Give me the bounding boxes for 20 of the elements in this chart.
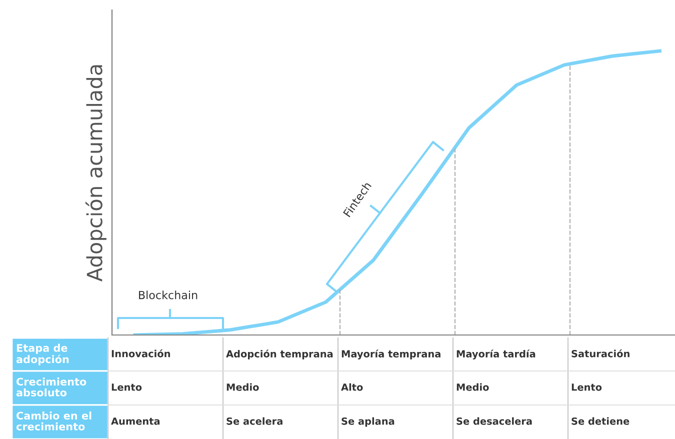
text: Se detiene bbox=[572, 417, 630, 425]
text: Etapa de adopción bbox=[16, 344, 69, 366]
text: Alto bbox=[341, 383, 363, 391]
text: Medio bbox=[456, 383, 489, 391]
text: Lento bbox=[572, 384, 602, 391]
text: Se aplana bbox=[342, 417, 394, 427]
text: Se acelera bbox=[226, 417, 282, 425]
text: Se desacelera bbox=[456, 417, 532, 425]
text: Saturación bbox=[572, 349, 630, 358]
text: Medio bbox=[226, 383, 259, 391]
text: Innovación bbox=[112, 349, 170, 358]
text: Lento bbox=[112, 384, 142, 391]
text: Mayoría temprana bbox=[342, 350, 440, 360]
annotation: Blockchain bbox=[139, 290, 198, 300]
text: Aumenta bbox=[111, 418, 160, 425]
y-axis-title: Adopción acumulada bbox=[85, 65, 106, 282]
text: Crecimiento absoluto bbox=[16, 378, 86, 396]
text: Adopción temprana bbox=[226, 350, 333, 360]
text: Cambio en el crecimiento bbox=[16, 412, 92, 430]
text: Mayoría tardía bbox=[456, 350, 536, 360]
